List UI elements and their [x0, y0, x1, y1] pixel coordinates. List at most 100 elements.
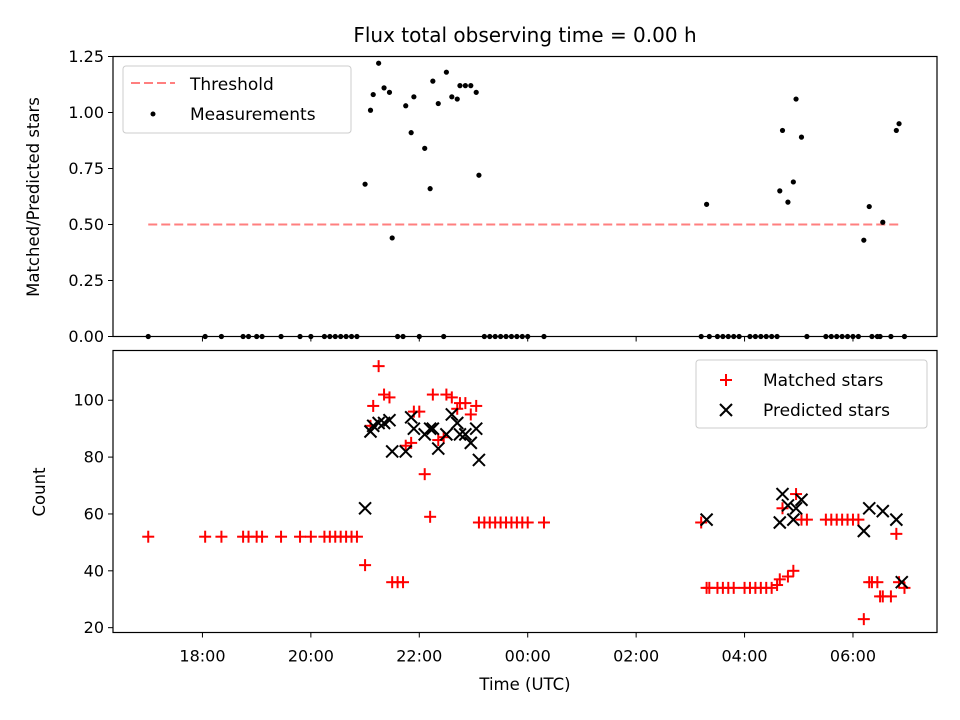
y-tick-label: 80: [84, 448, 104, 467]
matched-star-point: [773, 573, 786, 586]
y-tick-label: 100: [73, 391, 104, 410]
measurement-point: [427, 186, 433, 192]
matched-star-point: [432, 434, 445, 447]
predicted-star-point: [426, 421, 440, 436]
bottom-y-ticks: 20 40 60 80 100: [73, 391, 113, 637]
matched-star-point: [857, 613, 870, 626]
x-tick-label: 06:00: [830, 647, 876, 666]
predicted-star-point: [794, 493, 809, 507]
measurement-point: [422, 145, 428, 151]
x-tick-label: 18:00: [179, 647, 225, 666]
predicted-star-point: [895, 575, 909, 589]
predicted-star-point: [775, 487, 790, 501]
measurement-point: [793, 96, 799, 102]
matched-star-point: [470, 399, 483, 412]
matched-star-point: [397, 576, 410, 589]
x-axis-label: Time (UTC): [478, 675, 570, 694]
top-y-ticks: 0.00 0.25 0.50 0.75 1.00 1.25: [68, 47, 113, 346]
measurement-point: [381, 85, 387, 91]
matched-star-point: [424, 510, 437, 523]
y-tick-label: 60: [84, 504, 104, 523]
predicted-star-point: [789, 501, 803, 515]
predicted-star-point: [382, 413, 397, 427]
matched-star-point: [359, 559, 372, 572]
measurement-point: [896, 121, 902, 127]
predicted-star-point: [876, 504, 890, 518]
measurement-point: [386, 89, 393, 95]
matched-star-point: [800, 513, 813, 526]
measurement-point: [370, 91, 376, 98]
x-tick-label: 04:00: [721, 647, 767, 666]
x-tick-label: 00:00: [505, 647, 551, 666]
matched-star-point: [199, 530, 212, 543]
measurement-point: [443, 69, 449, 75]
predicted-star-point: [862, 501, 876, 515]
measurement-point: [457, 83, 463, 89]
predicted-star-point: [699, 512, 714, 527]
legend-matched-swatch: [720, 374, 732, 386]
predicted-star-point: [431, 441, 445, 456]
measurement-point: [704, 201, 710, 207]
legend-measurements-swatch: [150, 111, 156, 117]
y-tick-label: 20: [84, 618, 104, 637]
predicted-star-point: [458, 427, 473, 442]
predicted-star-point: [439, 427, 454, 442]
measurement-point: [880, 219, 886, 225]
measurement-point: [476, 172, 482, 178]
predicted-star-point: [404, 410, 418, 425]
measurement-point: [473, 89, 479, 95]
predicted-star-point: [450, 416, 464, 430]
measurement-point: [403, 103, 409, 109]
measurement-point: [462, 83, 468, 89]
matched-star-point: [459, 397, 472, 410]
legend-predicted-swatch: [719, 403, 733, 417]
matched-star-point: [142, 530, 155, 543]
measurement-point: [798, 134, 805, 140]
measurement-point: [362, 181, 368, 187]
measurement-point: [866, 203, 872, 210]
predicted-star-point: [773, 515, 787, 530]
matched-star-point: [781, 570, 794, 583]
legend-matched-label: Matched stars: [763, 371, 883, 391]
matched-star-point: [695, 516, 708, 529]
x-tick-label: 20:00: [288, 647, 334, 666]
predicted-star-point: [407, 421, 421, 436]
y-tick-label: 0.00: [68, 327, 104, 346]
bottom-plot-frame: [112, 349, 938, 634]
measurement-point: [779, 127, 786, 134]
top-y-axis-label: Matched/Predicted stars: [24, 97, 43, 297]
chart-title: Flux total observing time = 0.00 h: [353, 23, 696, 47]
predicted-star-point: [781, 498, 795, 513]
matched-star-point: [727, 581, 740, 594]
matched-star-point: [350, 530, 363, 543]
matched-star-point: [426, 388, 439, 401]
top-legend: Threshold Measurements: [122, 65, 352, 134]
matched-star-point: [372, 360, 385, 373]
predicted-star-point: [889, 512, 904, 527]
matched-star-point: [383, 391, 396, 404]
measurement-point: [785, 199, 791, 205]
y-tick-label: 0.75: [68, 159, 104, 178]
y-tick-label: 1.00: [68, 103, 104, 122]
matched-star-point: [215, 530, 228, 543]
legend-predicted-label: Predicted stars: [763, 401, 890, 421]
matched-star-point: [884, 590, 897, 603]
y-tick-label: 0.50: [68, 215, 104, 234]
predicted-star-point: [464, 436, 478, 450]
matched-star-point: [464, 408, 477, 421]
matched-star-point: [765, 581, 778, 594]
measurement-point: [468, 83, 474, 89]
top-legend-box: [122, 65, 352, 134]
measurement-point: [777, 188, 783, 194]
bottom-series: [142, 360, 911, 626]
panel-ratio: 0.00 0.25 0.50 0.75 1.00 1.25 Matched/Predict…: [24, 47, 938, 346]
matched-star-point: [852, 513, 865, 526]
matched-star-point: [304, 530, 317, 543]
measurement-point: [435, 100, 441, 107]
measurement-point: [389, 235, 395, 241]
measurement-point: [376, 60, 382, 66]
y-tick-label: 1.25: [68, 47, 104, 66]
top-plot-frame: [112, 55, 938, 338]
predicted-star-point: [399, 444, 413, 459]
